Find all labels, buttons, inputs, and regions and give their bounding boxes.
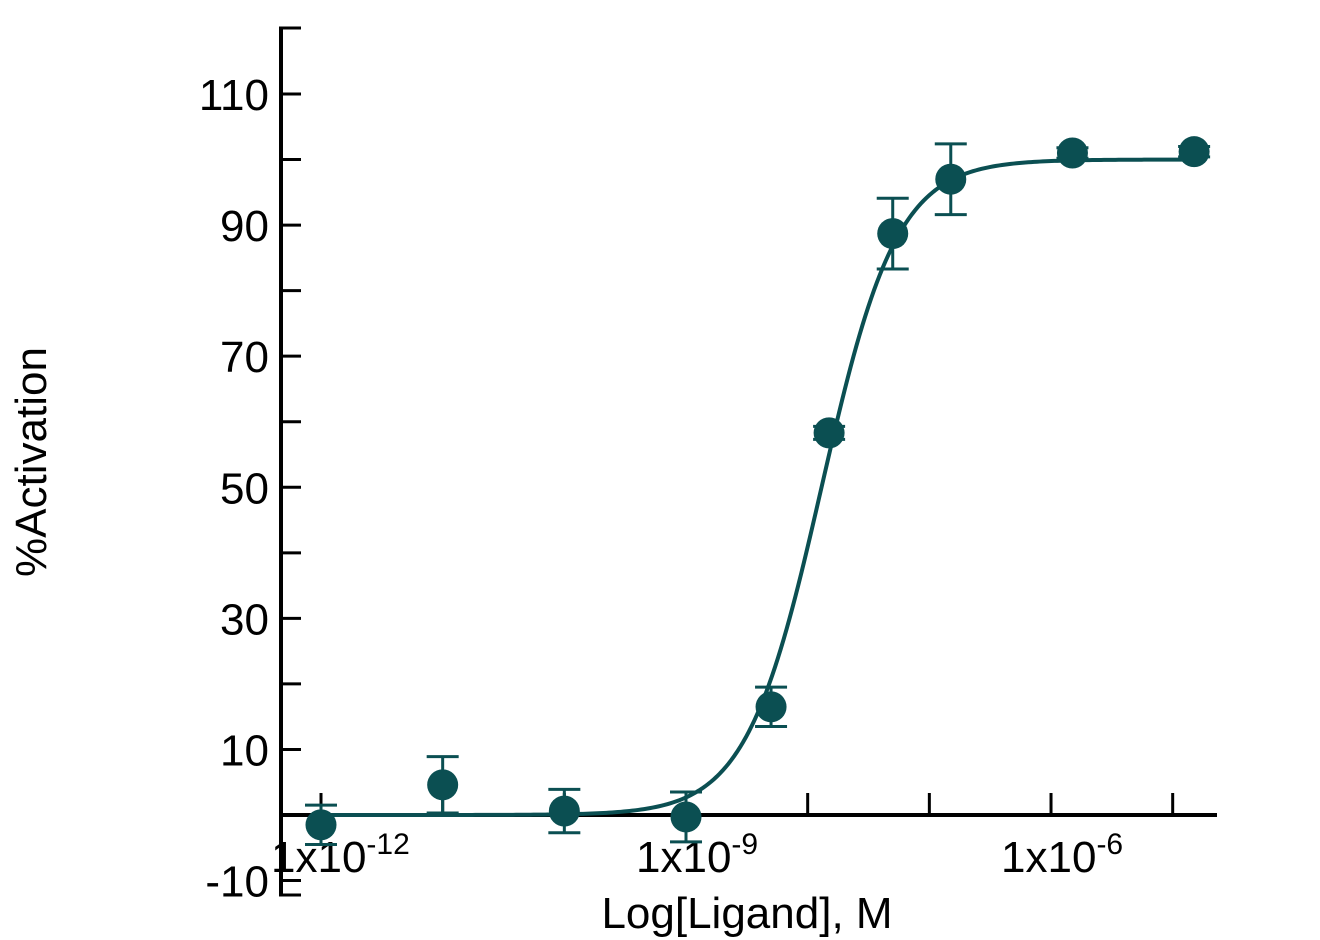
data-point: [935, 163, 967, 195]
data-point: [1056, 137, 1088, 169]
x-axis-title: Log[Ligand], M: [601, 889, 892, 938]
data-point: [755, 691, 787, 723]
y-axis-title: %Activation: [7, 347, 56, 577]
data-points: [305, 136, 1210, 841]
data-point: [813, 417, 845, 449]
fit-curve: [321, 157, 1195, 817]
y-tick-label: 50: [220, 464, 269, 513]
y-tick-label: 70: [220, 333, 269, 382]
data-point: [548, 795, 580, 827]
error-bars: [305, 142, 1211, 846]
x-tick-label: 1x10-9: [636, 828, 758, 882]
data-point: [1178, 136, 1210, 168]
y-tick-label: -10: [205, 858, 269, 907]
y-tick-label: 90: [220, 202, 269, 251]
data-point: [670, 801, 702, 833]
x-tick-label: 1x10-12: [271, 828, 410, 882]
y-tick-label: 10: [220, 726, 269, 775]
fit-curve-layer: [321, 157, 1195, 817]
data-point: [877, 218, 909, 250]
data-point: [427, 769, 459, 801]
tick-labels: -10 10 30 50 70 90 110 1x10-12 1x10-9 1x10-6: [199, 71, 1123, 907]
data-point: [305, 809, 337, 841]
y-tick-label: 30: [220, 595, 269, 644]
y-tick-label: 110: [199, 71, 269, 120]
x-tick-label: 1x10-6: [1001, 828, 1123, 882]
